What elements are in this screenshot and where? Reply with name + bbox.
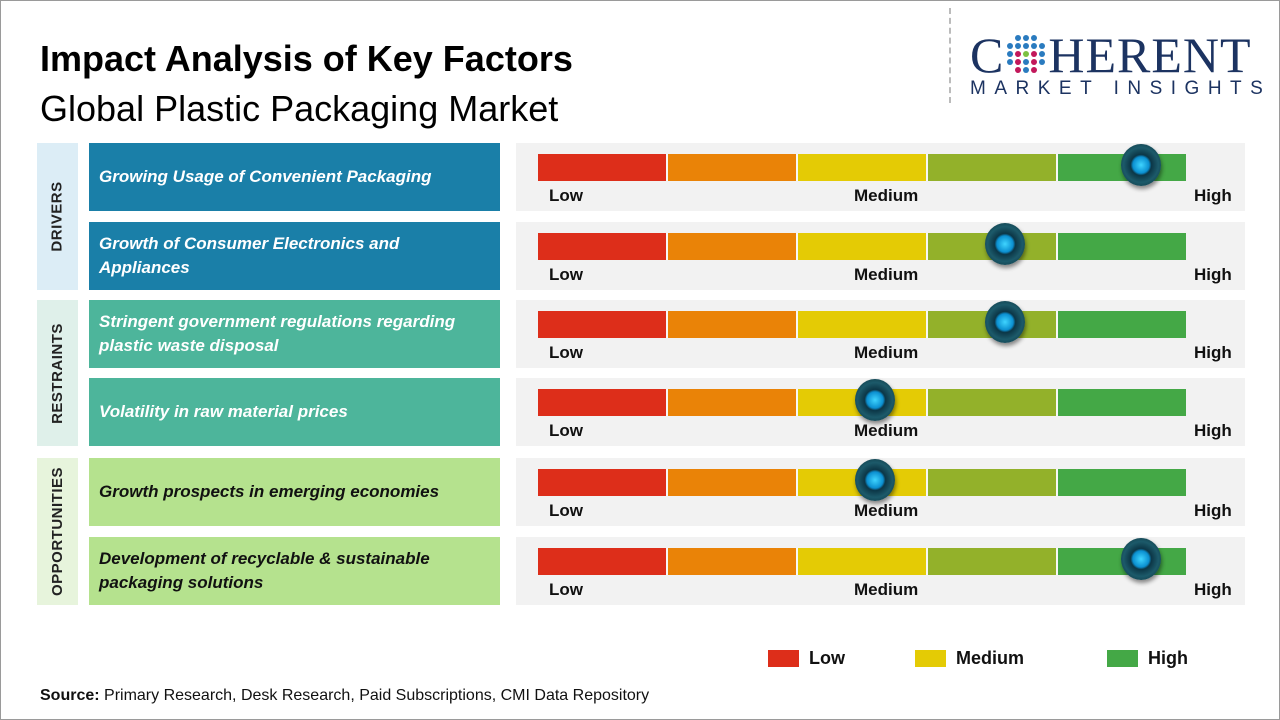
gauge-scale	[538, 311, 1186, 338]
logo: C HERENT MARKET INSIGHTS	[970, 27, 1272, 99]
impact-gauge: Low Medium High	[516, 378, 1245, 446]
scale-segment	[668, 154, 798, 181]
impact-indicator-knob	[984, 301, 1025, 343]
impact-indicator-knob	[1120, 144, 1161, 186]
scale-segment	[1058, 389, 1186, 416]
label-high: High	[1194, 343, 1232, 362]
label-high: High	[1194, 265, 1232, 284]
gauge-scale	[538, 154, 1186, 181]
impact-gauge: Low Medium High	[516, 458, 1245, 526]
gauge-scale	[538, 233, 1186, 260]
scale-segment	[1058, 311, 1186, 338]
scale-segment	[538, 469, 668, 496]
scale-segment	[668, 469, 798, 496]
factor-box: Growth of Consumer Electronics and Appli…	[89, 222, 500, 290]
factor-box: Development of recyclable & sustainable …	[89, 537, 500, 605]
scale-segment	[668, 389, 798, 416]
category-drivers: DRIVERS	[37, 143, 78, 290]
label-high: High	[1194, 580, 1232, 599]
label-medium: Medium	[854, 501, 919, 520]
impact-gauge: Low Medium High	[516, 143, 1245, 211]
label-medium: Medium	[854, 343, 919, 362]
scale-segment	[538, 311, 668, 338]
logo-tagline: MARKET INSIGHTS	[970, 78, 1272, 99]
page-title: Impact Analysis of Key Factors	[40, 38, 573, 79]
label-medium: Medium	[854, 186, 919, 205]
impact-gauge: Low Medium High	[516, 300, 1245, 368]
impact-indicator-knob	[854, 459, 895, 501]
scale-segment	[928, 469, 1058, 496]
label-low: Low	[549, 501, 583, 520]
divider	[949, 8, 951, 103]
scale-segment	[798, 548, 928, 575]
impact-indicator-knob	[1120, 538, 1161, 580]
impact-indicator-knob	[984, 223, 1025, 265]
legend-high: High	[1107, 648, 1188, 669]
label-high: High	[1194, 501, 1232, 520]
scale-segment	[798, 233, 928, 260]
impact-indicator-knob	[854, 379, 895, 421]
scale-segment	[538, 154, 668, 181]
label-medium: Medium	[854, 421, 919, 440]
label-medium: Medium	[854, 265, 919, 284]
scale-segment	[928, 548, 1058, 575]
scale-segment	[798, 311, 928, 338]
legend-swatch	[1107, 650, 1138, 667]
label-high: High	[1194, 186, 1232, 205]
factor-box: Growing Usage of Convenient Packaging	[89, 143, 500, 211]
scale-segment	[538, 548, 668, 575]
label-high: High	[1194, 421, 1232, 440]
factor-box: Stringent government regulations regardi…	[89, 300, 500, 368]
scale-segment	[668, 233, 798, 260]
impact-gauge: Low Medium High	[516, 222, 1245, 290]
page-subtitle: Global Plastic Packaging Market	[40, 88, 559, 129]
gauge-scale	[538, 389, 1186, 416]
legend-swatch	[768, 650, 799, 667]
legend-medium: Medium	[915, 648, 1024, 669]
scale-segment	[538, 233, 668, 260]
label-low: Low	[549, 421, 583, 440]
scale-segment	[538, 389, 668, 416]
factor-box: Growth prospects in emerging economies	[89, 458, 500, 526]
factor-box: Volatility in raw material prices	[89, 378, 500, 446]
label-low: Low	[549, 265, 583, 284]
scale-segment	[668, 311, 798, 338]
legend-swatch	[915, 650, 946, 667]
label-low: Low	[549, 580, 583, 599]
scale-segment	[1058, 233, 1186, 260]
source-note: Source: Primary Research, Desk Research,…	[40, 687, 650, 704]
label-low: Low	[549, 186, 583, 205]
scale-segment	[798, 154, 928, 181]
label-low: Low	[549, 343, 583, 362]
scale-segment	[1058, 469, 1186, 496]
category-restraints: RESTRAINTS	[37, 300, 78, 446]
globe-dots-icon	[1007, 35, 1046, 73]
scale-segment	[668, 548, 798, 575]
scale-segment	[928, 389, 1058, 416]
impact-gauge: Low Medium High	[516, 537, 1245, 605]
legend-low: Low	[768, 648, 845, 669]
category-opportunities: OPPORTUNITIES	[37, 458, 78, 605]
gauge-scale	[538, 548, 1186, 575]
label-medium: Medium	[854, 580, 919, 599]
scale-segment	[928, 154, 1058, 181]
gauge-scale	[538, 469, 1186, 496]
